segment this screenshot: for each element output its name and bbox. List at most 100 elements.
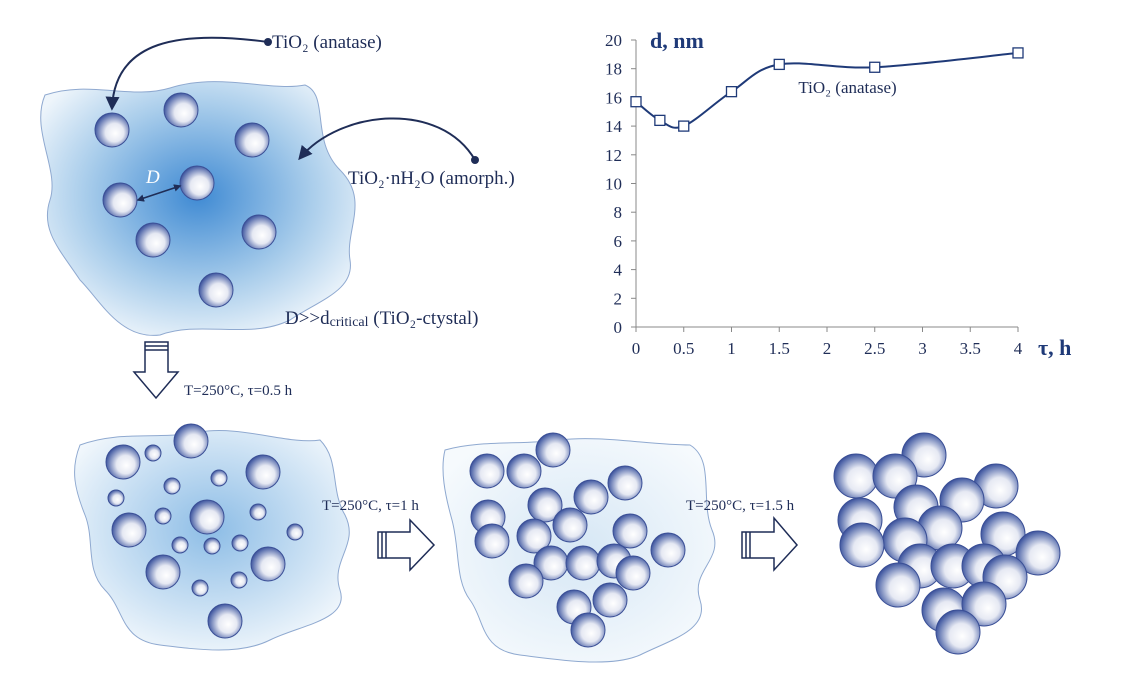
particle [469, 453, 505, 489]
x-axis-title: τ, h [1038, 335, 1071, 360]
critical-main: D>>d [285, 308, 330, 329]
particle [250, 546, 286, 582]
particle [935, 609, 981, 655]
particle [163, 92, 199, 128]
block-arrow-down [132, 341, 180, 400]
particle [234, 122, 270, 158]
x-tick-label: 0 [632, 339, 641, 358]
particle [145, 554, 181, 590]
particle [1015, 530, 1061, 576]
particles [94, 92, 1061, 655]
particle [506, 453, 542, 489]
condition-label: T=250°C, τ=1.5 h [686, 498, 795, 514]
y-tick-label: 14 [605, 117, 623, 136]
particle [612, 513, 648, 549]
particle [210, 469, 228, 487]
particle [241, 214, 277, 250]
pointer-dot [264, 38, 272, 46]
particle [171, 536, 189, 554]
particle [565, 545, 601, 581]
particle [607, 465, 643, 501]
particle [144, 444, 162, 462]
particle [245, 454, 281, 490]
y-tick-label: 0 [614, 318, 623, 337]
particle [552, 507, 588, 543]
particle [135, 222, 171, 258]
particle [535, 432, 571, 468]
particle [173, 423, 209, 459]
particle [111, 512, 147, 548]
particle [650, 532, 686, 568]
particle [527, 487, 563, 523]
particle [94, 112, 130, 148]
particle [230, 571, 248, 589]
pointer-dot [471, 156, 479, 164]
data-point [654, 114, 666, 127]
particle [207, 603, 243, 639]
particle [570, 612, 606, 648]
particle [105, 444, 141, 480]
y-axis-title: d, nm [650, 28, 704, 53]
block-arrow-right [377, 518, 436, 572]
particle [203, 537, 221, 555]
particle [592, 582, 628, 618]
particle [961, 581, 1007, 627]
x-tick-label: 2.5 [864, 339, 885, 358]
x-tick-label: 3.5 [960, 339, 981, 358]
y-tick-label: 2 [614, 289, 623, 308]
y-tick-label: 16 [605, 88, 622, 107]
amorphous-matrix [40, 81, 356, 336]
distance-label: D [145, 167, 160, 188]
y-tick-label: 8 [614, 203, 623, 222]
y-tick-label: 4 [614, 261, 623, 280]
data-point [678, 120, 690, 132]
particle [508, 563, 544, 599]
data-point [773, 58, 785, 71]
particle [163, 477, 181, 495]
particle [615, 555, 651, 591]
condition-label: T=250°C, τ=0.5 h [184, 383, 293, 399]
data-point [725, 86, 738, 98]
block-arrow-right [741, 515, 799, 572]
y-tick-label: 18 [605, 60, 622, 79]
data-point [869, 61, 881, 73]
critical-sub: critical [330, 315, 369, 330]
particle [249, 503, 267, 521]
critical-rest: (TiO₂-ctystal) [369, 308, 479, 329]
particle [231, 534, 249, 552]
particle [286, 523, 304, 541]
x-tick-label: 1.5 [769, 339, 790, 358]
annotation: TiO₂ (anatase) [798, 78, 896, 97]
x-tick-label: 4 [1014, 339, 1023, 358]
critical-label: D>>dcritical (TiO₂-ctystal) [285, 308, 478, 330]
particle [102, 182, 138, 218]
particle [516, 518, 552, 554]
anatase-label: TiO₂ (anatase) [272, 32, 382, 53]
y-tick-label: 12 [605, 146, 622, 165]
chart: 0 2 4 6 8 10 12 14 16 18 20 0 0.5 1 1.5 2 2.5 3 3.5 4 d, nm τ… [605, 28, 1071, 360]
particle [191, 579, 209, 597]
particle [179, 165, 215, 201]
x-tick-label: 1 [727, 339, 736, 358]
amorph-label: TiO₂·nH₂O (amorph.) [348, 168, 515, 189]
particle [573, 479, 609, 515]
y-tick-label: 10 [605, 175, 622, 194]
particle [154, 507, 172, 525]
particle [189, 499, 225, 535]
particle [875, 562, 921, 608]
y-tick-label: 20 [605, 31, 622, 50]
data-point [1012, 47, 1024, 59]
x-tick-label: 0.5 [673, 339, 694, 358]
pointer-arrow [105, 36, 269, 111]
particle [833, 453, 879, 499]
particle [839, 522, 885, 568]
condition-label: T=250°C, τ=1 h [322, 498, 419, 514]
y-tick-label: 6 [614, 232, 623, 251]
x-tick-label: 2 [823, 339, 832, 358]
x-tick-label: 3 [918, 339, 927, 358]
data-point [630, 96, 642, 108]
particle [107, 489, 125, 507]
particle [474, 523, 510, 559]
pointer-arrow [298, 117, 476, 161]
